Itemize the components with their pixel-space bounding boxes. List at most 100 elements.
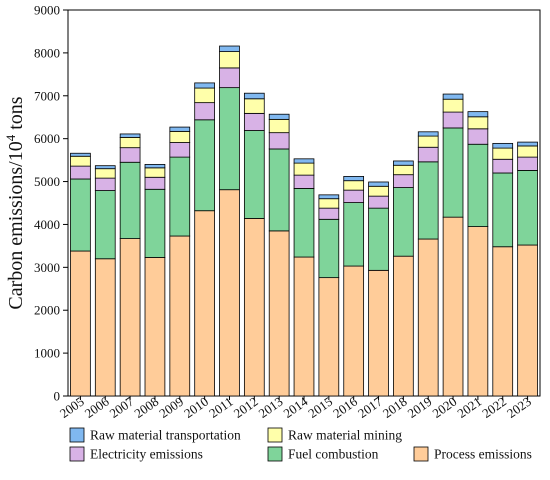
legend-swatch bbox=[267, 446, 283, 462]
bar-segment-2020-3 bbox=[442, 98, 464, 113]
y-tick-label: 5000 bbox=[34, 174, 60, 189]
bar-segment-2007-4 bbox=[119, 133, 141, 138]
bar-segment-2014-1 bbox=[293, 188, 315, 258]
bar-segment-2013-1 bbox=[268, 148, 290, 232]
bar-segment-2011-2 bbox=[219, 67, 240, 89]
bar-segment-2016-1 bbox=[343, 202, 365, 267]
bar-segment-2007-3 bbox=[119, 136, 141, 149]
bar-segment-2018-4 bbox=[393, 160, 414, 166]
bar-segment-2022-2 bbox=[492, 158, 514, 174]
y-tick-label: 6000 bbox=[34, 131, 60, 146]
bar-segment-2021-3 bbox=[467, 116, 489, 130]
legend-swatch bbox=[69, 427, 85, 443]
bar-segment-2022-3 bbox=[492, 147, 514, 160]
bar-segment-2014-4 bbox=[293, 158, 315, 164]
bar-segment-2006-4 bbox=[94, 165, 116, 170]
y-tick-label: 7000 bbox=[34, 88, 60, 103]
bar-segment-2007-0 bbox=[119, 238, 141, 397]
bar-segment-2018-2 bbox=[393, 174, 414, 188]
bar-segment-2016-3 bbox=[343, 180, 365, 191]
bar-segment-2017-1 bbox=[368, 207, 389, 271]
bar-segment-2007-2 bbox=[119, 147, 141, 163]
bar-segment-2012-2 bbox=[243, 112, 265, 131]
bar-segment-2019-3 bbox=[417, 135, 439, 148]
legend-swatch bbox=[413, 446, 429, 462]
bar-segment-2015-0 bbox=[318, 277, 340, 397]
bar-segment-2012-0 bbox=[243, 218, 265, 397]
bar-segment-2016-0 bbox=[343, 265, 365, 397]
bar-segment-2008-2 bbox=[144, 176, 166, 190]
bar-segment-2009-3 bbox=[169, 130, 191, 143]
bar-segment-2023-4 bbox=[517, 141, 538, 147]
bar-segment-2010-2 bbox=[194, 102, 215, 121]
y-tick-label: 3000 bbox=[34, 260, 60, 275]
legend-label: Process emissions bbox=[434, 447, 532, 462]
legend-swatch bbox=[69, 446, 85, 462]
legend-label: Raw material transportation bbox=[90, 428, 241, 443]
bar-segment-2007-1 bbox=[119, 161, 141, 239]
x-tick-label: 2023 bbox=[504, 394, 534, 421]
bar-segment-2021-0 bbox=[467, 226, 489, 397]
y-axis-title: Carbon emissions/104 tons bbox=[3, 96, 28, 309]
bar-segment-2021-2 bbox=[467, 128, 489, 145]
legend-label: Fuel combustion bbox=[288, 447, 379, 462]
y-tick-label: 1000 bbox=[34, 346, 60, 361]
y-tick-label: 2000 bbox=[34, 303, 60, 318]
bar-segment-2009-1 bbox=[169, 156, 191, 237]
bar-segment-2012-1 bbox=[243, 130, 265, 219]
bar-segment-2015-1 bbox=[318, 218, 340, 279]
bar-segment-2021-4 bbox=[467, 111, 489, 118]
bar-segment-2023-2 bbox=[517, 156, 538, 171]
bar-segment-2011-1 bbox=[219, 87, 240, 191]
bar-segment-2017-3 bbox=[368, 185, 389, 197]
bar-segment-2008-0 bbox=[144, 257, 166, 397]
bar-segment-2018-1 bbox=[393, 187, 414, 257]
bar-segment-2006-2 bbox=[94, 177, 116, 191]
bar-segment-2011-4 bbox=[219, 45, 240, 53]
bar-segment-2010-1 bbox=[194, 119, 215, 212]
bar-segment-2017-4 bbox=[368, 181, 389, 187]
bar-segment-2009-0 bbox=[169, 235, 191, 397]
bar-segment-2008-1 bbox=[144, 188, 166, 258]
bar-segment-2014-2 bbox=[293, 174, 315, 189]
bar-segment-2015-2 bbox=[318, 207, 340, 220]
bar-segment-2019-0 bbox=[417, 238, 439, 397]
bar-segment-2022-0 bbox=[492, 246, 514, 397]
bar-segment-2005-0 bbox=[70, 250, 91, 397]
bar-segment-2017-2 bbox=[368, 195, 389, 209]
bar-segment-2012-4 bbox=[243, 92, 265, 100]
bar-segment-2015-3 bbox=[318, 198, 340, 209]
y-tick-label: 0 bbox=[54, 389, 61, 404]
bar-segment-2021-1 bbox=[467, 143, 489, 227]
bar-segment-2005-2 bbox=[70, 165, 91, 180]
bar-segment-2020-2 bbox=[442, 111, 464, 129]
bar-segment-2011-3 bbox=[219, 51, 240, 69]
bar-segment-2020-0 bbox=[442, 216, 464, 397]
bar-segment-2017-0 bbox=[368, 269, 389, 397]
bar-segment-2005-1 bbox=[70, 178, 91, 252]
bar-segment-2009-4 bbox=[169, 126, 191, 132]
bar-segment-2013-4 bbox=[268, 113, 290, 120]
bar-segment-2019-4 bbox=[417, 131, 439, 137]
bar-segment-2014-0 bbox=[293, 256, 315, 397]
bar-segment-2006-3 bbox=[94, 168, 116, 179]
bar-segment-2012-3 bbox=[243, 98, 265, 114]
bar-segment-2019-1 bbox=[417, 161, 439, 240]
bar-segment-2020-4 bbox=[442, 93, 464, 100]
bar-segment-2008-4 bbox=[144, 163, 166, 169]
bar-segment-2009-2 bbox=[169, 142, 191, 158]
legend-label: Raw material mining bbox=[288, 428, 402, 443]
bar-segment-2019-2 bbox=[417, 146, 439, 163]
legend-swatch bbox=[267, 427, 283, 443]
bar-segment-2013-3 bbox=[268, 118, 290, 134]
bar-segment-2005-3 bbox=[70, 155, 91, 167]
bar-segment-2018-3 bbox=[393, 164, 414, 176]
y-tick-label: 8000 bbox=[34, 45, 60, 60]
bar-segment-2016-4 bbox=[343, 176, 365, 182]
bar-segment-2023-0 bbox=[517, 244, 538, 397]
bar-segment-2010-3 bbox=[194, 87, 215, 104]
bar-segment-2023-3 bbox=[517, 145, 538, 158]
bar-segment-2015-4 bbox=[318, 194, 340, 200]
